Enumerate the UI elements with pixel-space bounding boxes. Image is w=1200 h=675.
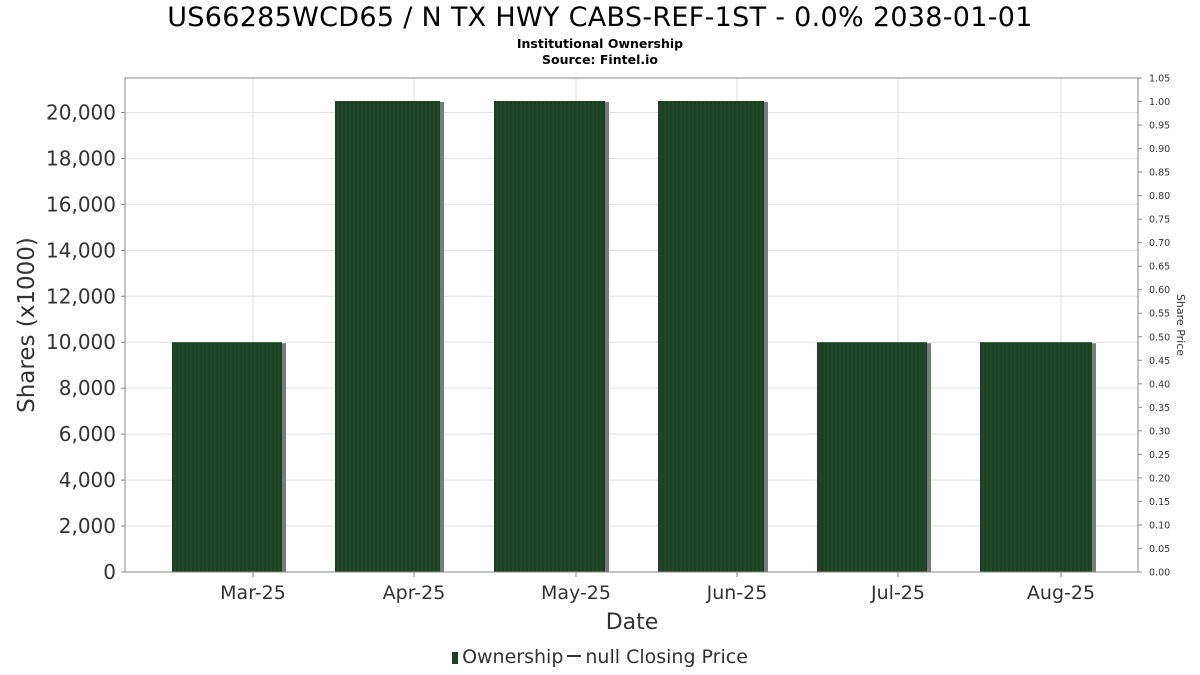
y-tick-label: 8,000 xyxy=(59,376,116,400)
y-tick-label: 10,000 xyxy=(46,330,116,354)
legend-ownership-label: Ownership xyxy=(462,646,564,668)
plot-frame xyxy=(124,77,1139,573)
y2-tick-label: 0.40 xyxy=(1149,379,1170,390)
ownership-legend-swatch xyxy=(452,652,459,664)
y2-tick-label: 0.95 xyxy=(1149,121,1170,132)
legend-closing-price-label: null Closing Price xyxy=(585,646,748,668)
y2-tick-label: 0.35 xyxy=(1149,403,1170,414)
y2-tick-label: 0.80 xyxy=(1149,191,1170,202)
y-tick-label: 4,000 xyxy=(59,468,116,492)
ownership-bar xyxy=(335,100,440,572)
y-tick-label: 16,000 xyxy=(46,192,116,216)
y-tick-label: 0 xyxy=(103,560,116,584)
x-tick-label: Apr-25 xyxy=(383,582,446,604)
y2-tick-label: 0.60 xyxy=(1149,285,1170,296)
chart-legend: Ownership null Closing Price xyxy=(0,646,1200,668)
bar-shadow xyxy=(1092,343,1096,572)
bar-shadow xyxy=(282,343,286,572)
y2-tick-label: 0.30 xyxy=(1149,426,1170,437)
y-tick-label: 20,000 xyxy=(46,100,116,124)
ownership-bar xyxy=(658,100,764,572)
y2-tick-label: 0.05 xyxy=(1149,544,1170,555)
x-tick-label: Jun-25 xyxy=(706,582,768,604)
y2-tick-label: 0.10 xyxy=(1149,520,1170,531)
chart-subtitle: Institutional Ownership xyxy=(516,36,684,51)
y2-tick-label: 0.45 xyxy=(1149,356,1170,367)
x-axis-title: Date xyxy=(606,610,659,635)
x-tick-label: May-25 xyxy=(541,582,611,604)
y2-tick-label: 1.00 xyxy=(1149,97,1170,108)
y2-tick-label: 0.55 xyxy=(1149,309,1170,320)
y-tick-label: 18,000 xyxy=(46,146,116,170)
bar-shadow xyxy=(764,101,768,572)
y2-tick-label: 0.85 xyxy=(1149,168,1170,179)
y2-tick-label: 0.90 xyxy=(1149,144,1170,155)
plot-area xyxy=(124,77,1139,573)
y2-tick-label: 0.25 xyxy=(1149,450,1170,461)
y-tick-label: 2,000 xyxy=(59,514,116,538)
x-tick-label: Jul-25 xyxy=(870,582,925,604)
y2-tick-label: 0.00 xyxy=(1149,568,1170,579)
x-tick-label: Mar-25 xyxy=(220,582,286,604)
y2-tick-label: 0.75 xyxy=(1149,215,1170,226)
y2-tick-label: 0.20 xyxy=(1149,473,1170,484)
chart-source: Source: Fintel.io xyxy=(542,52,658,67)
y2-tick-label: 0.15 xyxy=(1149,497,1170,508)
y-tick-label: 6,000 xyxy=(59,422,116,446)
y-tick-label: 12,000 xyxy=(46,284,116,308)
y-axis-title: Shares (x1000) xyxy=(14,237,40,413)
y-tick-label: 14,000 xyxy=(46,238,116,262)
bar-shadow xyxy=(605,101,609,572)
y2-tick-label: 1.05 xyxy=(1149,74,1170,85)
y2-tick-label: 0.70 xyxy=(1149,238,1170,249)
chart-title: US66285WCD65 / N TX HWY CABS-REF-1ST - 0… xyxy=(167,2,1033,33)
y2-tick-label: 0.65 xyxy=(1149,262,1170,273)
closing-price-legend-line xyxy=(567,655,582,657)
bar-shadow xyxy=(440,101,444,572)
y2-tick-label: 0.50 xyxy=(1149,332,1170,343)
y2-axis-title: Share Price xyxy=(1174,294,1187,356)
x-tick-label: Aug-25 xyxy=(1027,582,1095,604)
bar-shadow xyxy=(927,343,931,572)
